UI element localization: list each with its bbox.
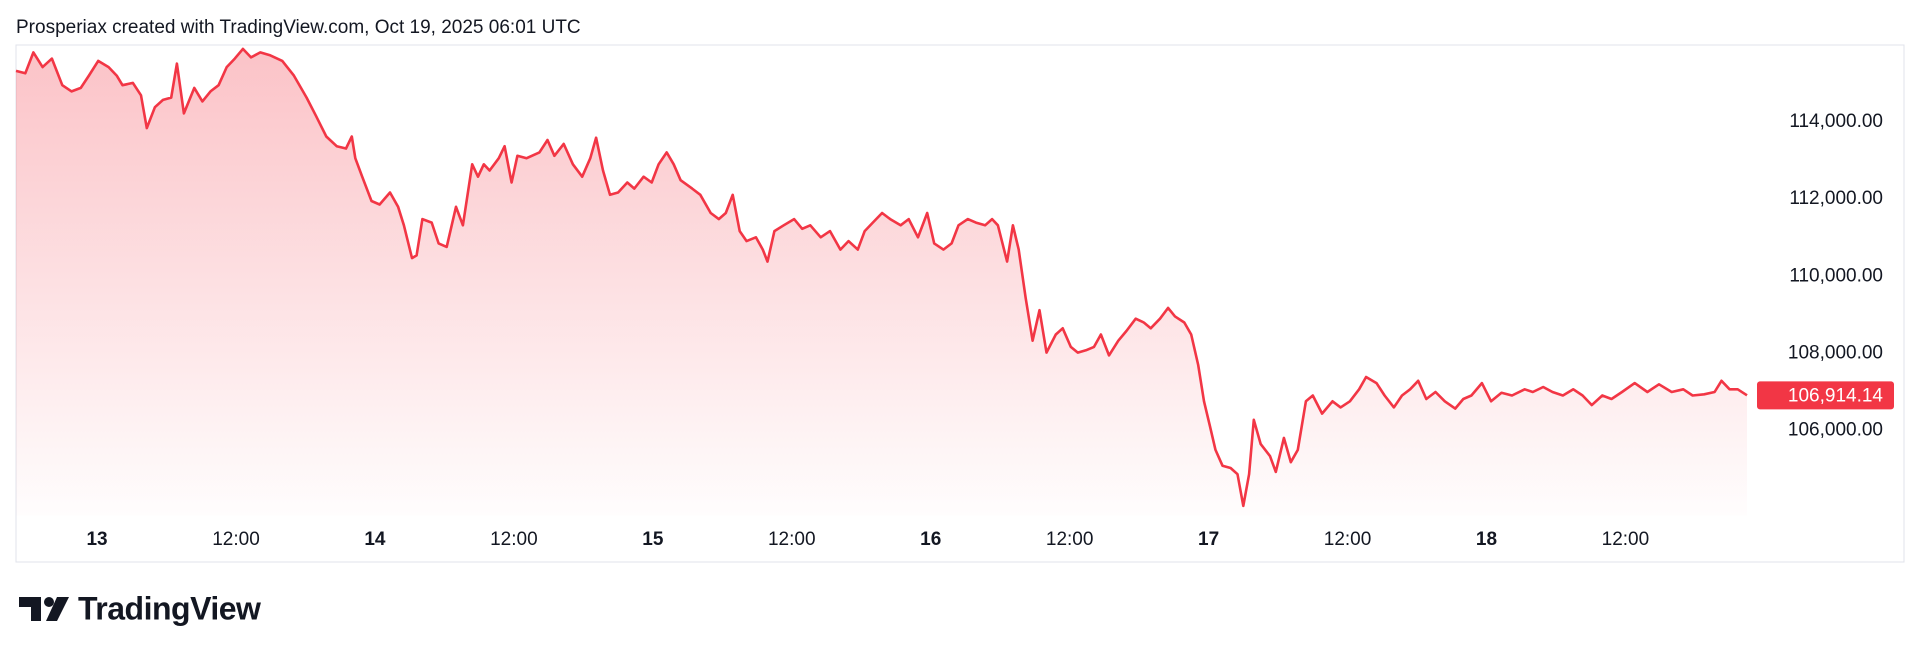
x-tick-label: 12:00	[1324, 529, 1372, 550]
x-tick-label: 13	[86, 529, 107, 550]
x-tick-label: 18	[1476, 529, 1497, 550]
x-tick-label: 12:00	[768, 529, 816, 550]
logo-icon	[19, 597, 69, 621]
x-tick-label: 12:00	[1602, 529, 1650, 550]
brand: TradingView	[78, 590, 261, 626]
y-tick-label: 108,000.00	[1788, 342, 1883, 363]
credit: Prosperiax created with TradingView.com,…	[16, 17, 581, 38]
y-tick-label: 106,000.00	[1788, 420, 1883, 441]
last-price-label: 106,914.14	[1788, 385, 1884, 406]
x-tick-label: 12:00	[490, 529, 538, 550]
y-tick-label: 112,000.00	[1789, 188, 1883, 209]
x-tick-label: 12:00	[212, 529, 260, 550]
x-tick-label: 17	[1198, 529, 1219, 550]
y-tick-label: 110,000.00	[1789, 265, 1883, 286]
y-tick-label: 114,000.00	[1789, 111, 1883, 132]
area-fill	[16, 48, 1747, 516]
price-line	[15, 47, 1748, 508]
x-tick-label: 12:00	[1046, 529, 1094, 550]
last-price-tag	[1757, 381, 1894, 410]
x-tick-label: 14	[364, 529, 386, 550]
x-tick-label: 15	[642, 529, 664, 550]
x-tick-label: 16	[920, 529, 941, 550]
